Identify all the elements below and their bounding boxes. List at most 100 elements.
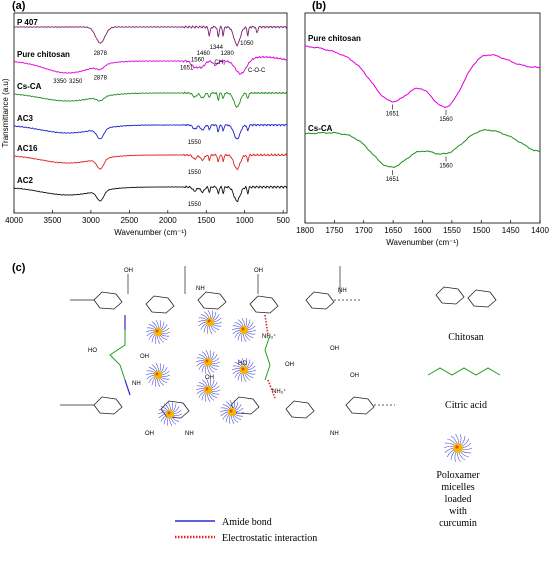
micelle-1-curcumin xyxy=(207,319,211,323)
micelle-7-curcumin xyxy=(167,411,171,415)
series-line-a-p-407 xyxy=(13,25,287,47)
label-nh-bottom-2: NH xyxy=(185,431,194,437)
x-axis-label-b: Wavenumber (cm⁻¹) xyxy=(386,238,459,247)
legend-micelle xyxy=(443,434,473,462)
micelle-5 xyxy=(195,377,221,403)
legend-electrostatic-label: Electrostatic interaction xyxy=(222,533,317,544)
legend-micelle-label-2: loaded xyxy=(445,494,472,505)
legend-micelle-label-3: with xyxy=(449,506,467,517)
annotation-a-6: 3250 xyxy=(69,79,83,85)
micelle-2-curcumin xyxy=(241,327,245,331)
series-label-a-ac2: AC2 xyxy=(17,176,34,185)
label-nh-bottom-3: NH xyxy=(330,431,339,437)
x-axis-label-a: Wavenumber (cm⁻¹) xyxy=(114,228,187,237)
series-label-b-pure-chitosan: Pure chitosan xyxy=(308,34,361,43)
electrostatic-bottom xyxy=(267,379,276,399)
tick-label-b-6: 1500 xyxy=(472,226,490,235)
micelle-5-curcumin xyxy=(205,387,209,391)
micelle-2 xyxy=(231,317,257,343)
label-nh3-bottom: NH₃⁺ xyxy=(272,388,286,395)
label-oh-right: OH xyxy=(285,362,294,368)
series-line-a-ac2 xyxy=(14,185,288,203)
annotation-a-2: 1344 xyxy=(210,45,224,51)
series-line-a-cs-ca xyxy=(13,91,287,109)
series-label-a-pure-chitosan: Pure chitosan xyxy=(17,50,70,59)
tick-label-b-0: 1800 xyxy=(296,226,314,235)
annotation-a-14: 1550 xyxy=(188,202,202,208)
tick-label-b-3: 1650 xyxy=(384,226,402,235)
tick-label-a-4: 2000 xyxy=(159,216,177,225)
annotation-a-11: C-O-C xyxy=(248,68,266,74)
legend-chitosan-ring-2 xyxy=(467,289,497,308)
annotation-a-5: 3350 xyxy=(53,79,67,85)
micelle-1 xyxy=(197,309,223,335)
tick-label-a-2: 3000 xyxy=(82,216,100,225)
label-oh-bottom-3: OH xyxy=(145,431,154,437)
annotation-b-0: 1651 xyxy=(386,111,400,117)
label-oh-bottom-1: OH xyxy=(205,375,214,381)
annotation-a-9: 1560 xyxy=(191,57,205,63)
legend-micelle-label-4: curcumin xyxy=(439,518,477,529)
micelle-4 xyxy=(195,349,221,375)
annotation-a-12: 1550 xyxy=(188,140,202,146)
annotation-b-1: 1560 xyxy=(439,117,453,123)
label-oh-top-1: OH xyxy=(124,268,133,274)
annotation-a-4: 1050 xyxy=(240,41,254,47)
citric-crosslink-left xyxy=(109,330,126,381)
label-nh-top: NH xyxy=(196,286,205,292)
citric-crosslink-right xyxy=(264,334,271,381)
annotation-a-1: 1460 xyxy=(197,51,211,57)
legend-chitosan-label: Chitosan xyxy=(448,332,484,343)
chitosan-bottom-ring-4 xyxy=(345,396,375,415)
series-label-b-cs-ca: Cs-CA xyxy=(308,124,333,133)
tick-label-b-2: 1700 xyxy=(355,226,373,235)
tick-label-b-4: 1600 xyxy=(414,226,432,235)
legend-citric-structure xyxy=(427,367,501,376)
annotation-a-0: 2878 xyxy=(94,51,108,57)
label-oh-left: OH xyxy=(140,354,149,360)
legend-micelle-label-0: Poloxamer xyxy=(436,470,480,481)
panel-c-label: (c) xyxy=(12,262,26,274)
panel-b-label: (b) xyxy=(312,0,327,12)
micelle-6 xyxy=(231,357,257,383)
label-nh-bottom: NH xyxy=(132,381,141,387)
chitosan-bottom-ring-0 xyxy=(93,396,123,415)
label-ho-right: HO xyxy=(238,361,247,367)
tick-label-b-1: 1750 xyxy=(325,226,343,235)
micelle-3-curcumin xyxy=(155,372,159,376)
annotation-a-10: CH₃ xyxy=(214,60,226,66)
annotation-b-2: 1651 xyxy=(386,177,400,183)
micelle-8-curcumin xyxy=(229,409,233,413)
legend-chitosan-ring-1 xyxy=(435,286,465,305)
series-line-a-ac3 xyxy=(13,123,287,140)
label-oh-bottom-2: OH xyxy=(350,373,359,379)
micelle-3 xyxy=(145,362,171,388)
tick-label-a-1: 3500 xyxy=(44,216,62,225)
label-oh-top-3: OH xyxy=(330,346,339,352)
chitosan-top-ring-0 xyxy=(93,291,123,310)
annotation-b-3: 1560 xyxy=(439,164,453,170)
label-oh-top-2: OH xyxy=(254,268,263,274)
electrostatic-top xyxy=(264,314,269,336)
tick-label-a-6: 1000 xyxy=(236,216,254,225)
legend-micelle-curcumin xyxy=(455,445,459,449)
micelle-0 xyxy=(145,319,171,345)
series-label-a-cs-ca: Cs-CA xyxy=(17,82,42,91)
legend-micelle-label-1: micelles xyxy=(441,482,474,493)
micelle-8 xyxy=(219,399,245,425)
annotation-a-3: 1280 xyxy=(220,51,234,57)
series-line-a-ac16 xyxy=(14,153,288,171)
micelle-7 xyxy=(157,401,183,427)
amide-bond-bottom xyxy=(124,379,131,396)
tick-label-a-5: 1500 xyxy=(197,216,215,225)
label-nh-top-2: NH xyxy=(338,288,347,294)
annotation-a-8: 1651 xyxy=(180,65,194,71)
micelle-6-curcumin xyxy=(241,367,245,371)
tick-label-a-7: 500 xyxy=(276,216,290,225)
tick-label-b-7: 1450 xyxy=(502,226,520,235)
legend-amide-label: Amide bond xyxy=(222,517,272,528)
plot-frame-a xyxy=(13,12,288,214)
chitosan-top-ring-3 xyxy=(249,295,279,314)
